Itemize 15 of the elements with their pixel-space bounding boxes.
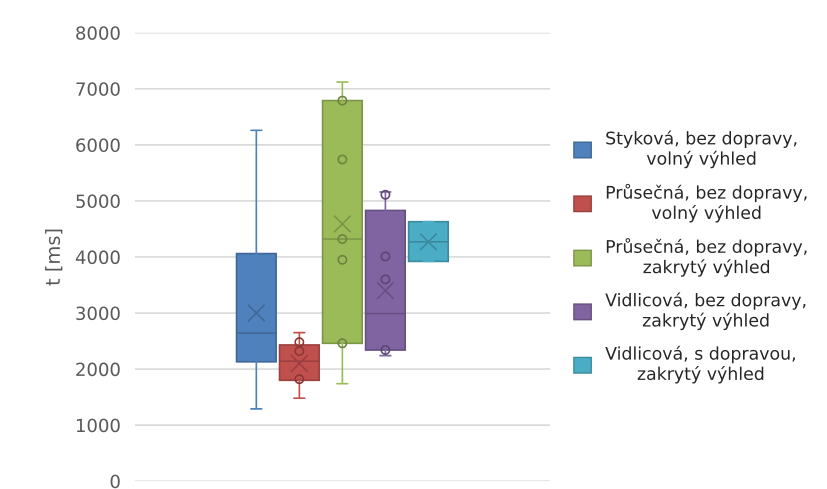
legend-label: Vidlicová, bez dopravy, zakrytý výhled <box>605 292 806 330</box>
y-tick-label: 7000 <box>76 82 120 96</box>
y-axis-title: t [ms] <box>45 230 62 286</box>
y-tick-label: 0 <box>110 474 120 488</box>
y-tick-label: 5000 <box>76 194 120 208</box>
y-tick-label: 1000 <box>76 418 120 432</box>
legend-label: Styková, bez dopravy, volný výhled <box>606 130 796 168</box>
legend-label: Vidlicová, s dopravou, zakrytý výhled <box>605 346 795 384</box>
y-tick-label: 3000 <box>76 306 120 320</box>
y-tick-label: 4000 <box>76 250 120 264</box>
y-tick-label: 8000 <box>76 26 120 40</box>
legend-label: Průsečná, bez dopravy, zakrytý výhled <box>606 238 807 277</box>
y-tick-label: 2000 <box>76 362 120 376</box>
legend-label: Průsečná, bez dopravy, volný výhled <box>606 184 807 222</box>
y-tick-label: 6000 <box>76 138 120 152</box>
